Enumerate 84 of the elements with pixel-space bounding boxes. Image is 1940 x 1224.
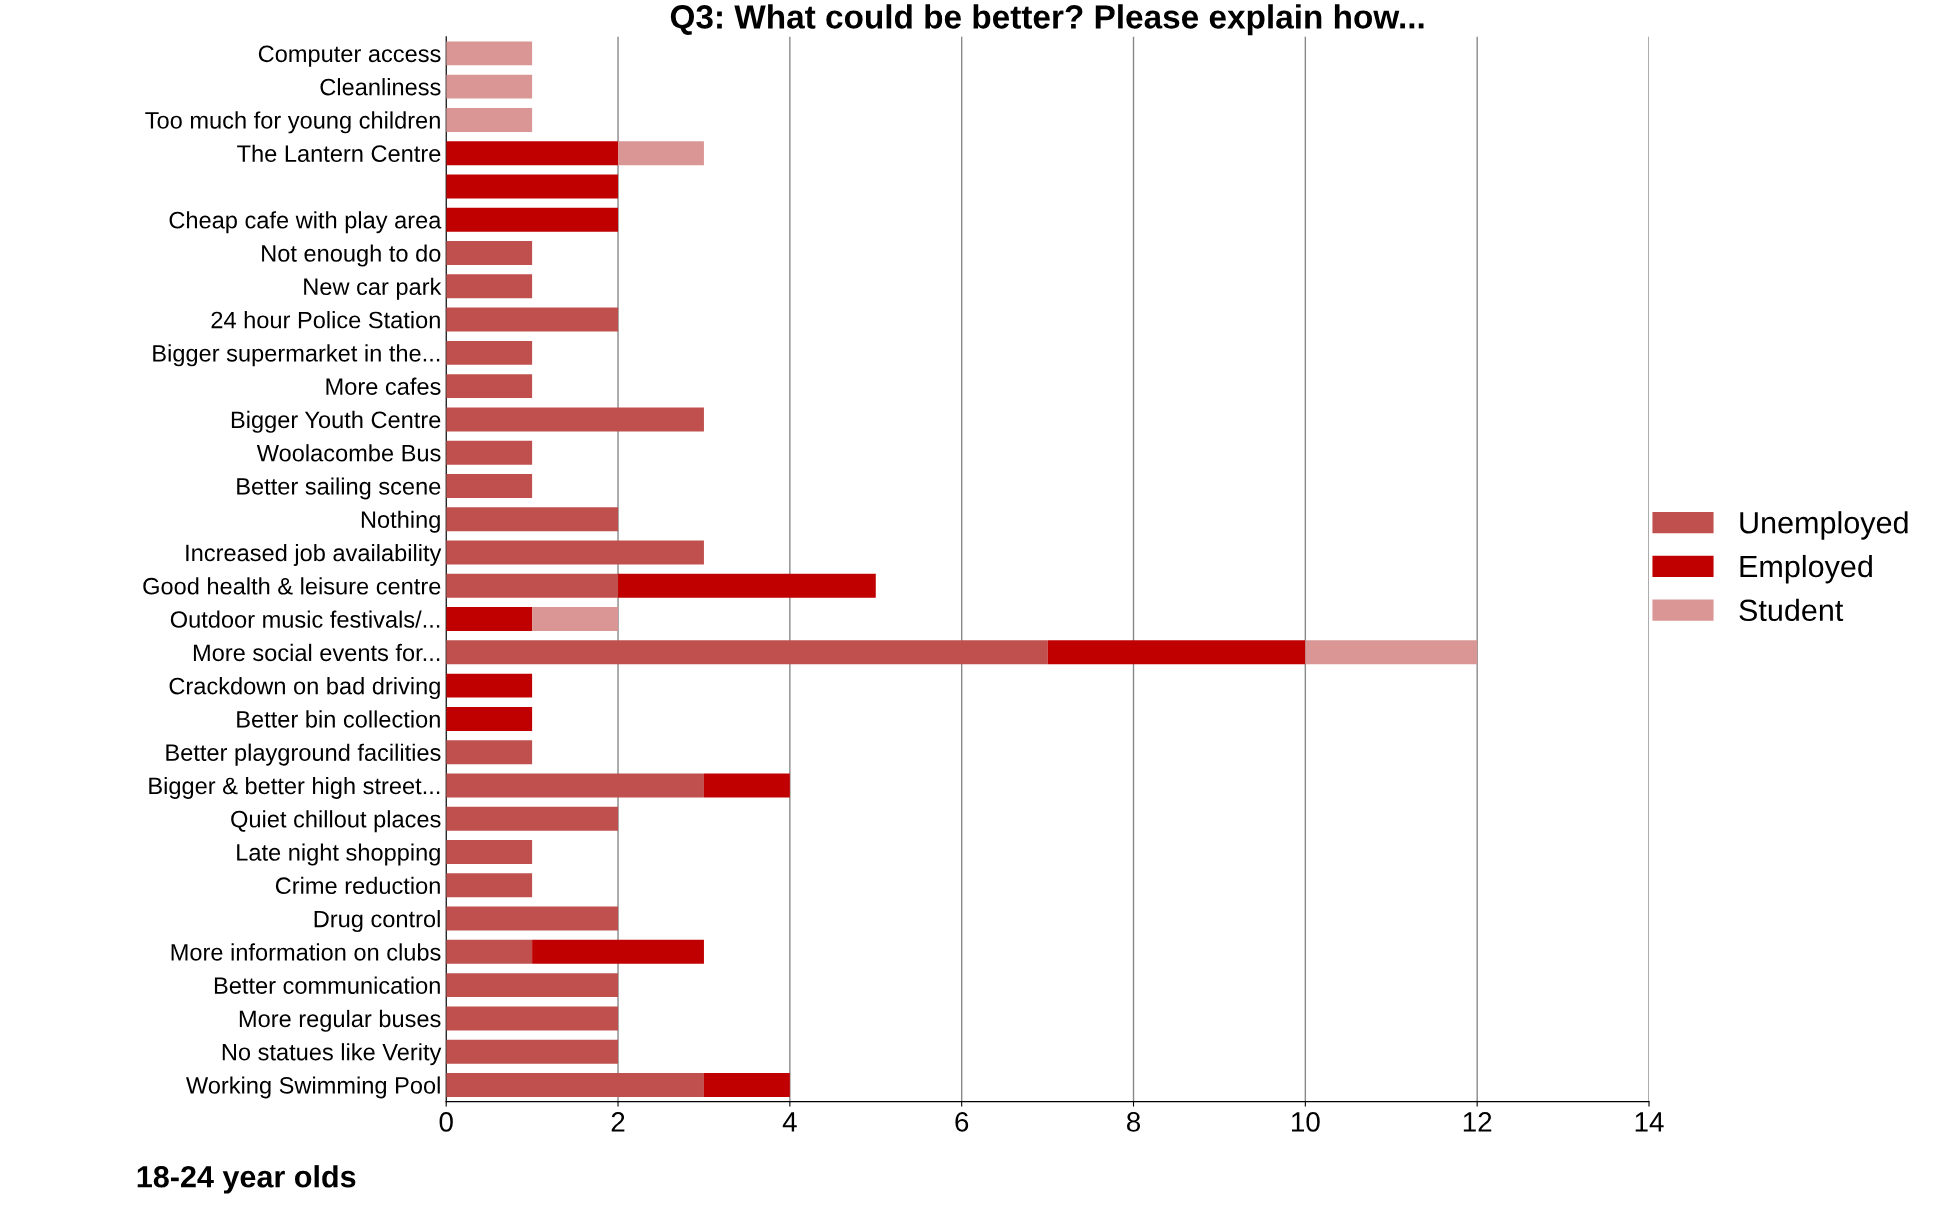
y-tick-label: Better sailing scene xyxy=(237,477,441,500)
bar xyxy=(446,573,619,598)
bar xyxy=(1305,640,1478,665)
y-tick-label: Computer access xyxy=(258,45,441,67)
bar xyxy=(618,573,876,598)
y-tick-label: More information on clubs xyxy=(171,943,441,961)
bar xyxy=(446,307,619,332)
bar xyxy=(446,939,533,964)
bar xyxy=(1047,640,1306,665)
bar xyxy=(446,906,619,931)
x-tick-label: 6 xyxy=(955,1112,969,1132)
y-tick-label: Crackdown on bad driving xyxy=(169,677,440,700)
bar xyxy=(446,440,533,465)
y-tick-label: Working Swimming Pool xyxy=(186,1076,440,1099)
bar xyxy=(446,640,1048,665)
y-tick-label: Increased job availability xyxy=(186,543,442,566)
y-tick-label: Drug control xyxy=(314,910,440,933)
bar xyxy=(703,1072,790,1097)
bar xyxy=(446,207,619,232)
bar xyxy=(446,507,619,532)
bar xyxy=(446,340,533,365)
bar xyxy=(446,473,533,498)
bar xyxy=(446,374,533,399)
y-tick-label: More regular buses xyxy=(239,1009,441,1032)
y-tick-label: Quiet chillout places xyxy=(231,810,441,833)
y-tick-label: No statues like Verity xyxy=(222,1043,442,1066)
bar xyxy=(446,141,619,166)
bar xyxy=(446,1039,619,1064)
y-tick-label: Bigger Youth Centre xyxy=(231,410,441,433)
bar xyxy=(446,540,704,565)
legend-label: Student xyxy=(1739,598,1844,622)
y-tick-label: The Lantern Centre xyxy=(237,144,441,162)
y-tick-label: Nothing xyxy=(361,510,440,533)
bar xyxy=(446,706,533,731)
legend-label: Unemployed xyxy=(1740,511,1908,540)
bar xyxy=(446,274,533,299)
x-tick-label: 14 xyxy=(1635,1112,1664,1132)
x-tick-label: 12 xyxy=(1463,1112,1492,1132)
bar xyxy=(446,607,533,632)
bar xyxy=(446,806,619,831)
bar xyxy=(618,141,704,166)
bar xyxy=(532,607,619,632)
y-tick-label: Outdoor music festivals/... xyxy=(170,610,440,628)
bar xyxy=(446,407,704,432)
bar xyxy=(703,773,790,798)
y-tick-label: Better playground facilities xyxy=(166,743,441,766)
x-tick-label: 8 xyxy=(1127,1112,1141,1132)
y-tick-label: Better bin collection xyxy=(237,710,440,728)
bar xyxy=(446,1006,619,1031)
x-tick-label: 0 xyxy=(439,1112,453,1132)
y-tick-label: Better communication xyxy=(214,976,440,994)
y-tick-label: Too much for young children xyxy=(145,111,440,134)
bar xyxy=(446,107,533,132)
bar xyxy=(446,241,533,265)
y-tick-label: 24 hour Police Station xyxy=(211,311,440,329)
bar xyxy=(446,41,533,66)
bar xyxy=(446,174,619,199)
x-tick-label: 2 xyxy=(611,1112,625,1132)
bar xyxy=(446,1072,704,1097)
y-tick-label: Late night shopping xyxy=(237,843,440,866)
y-tick-label: Not enough to do xyxy=(262,244,441,267)
chart-title: Q3: What could be better? Please explain how... xyxy=(670,4,1424,36)
y-tick-label: Woolacombe Bus xyxy=(256,444,441,462)
legend-label: Employed xyxy=(1740,554,1872,584)
y-tick-label: New car park xyxy=(304,277,442,300)
y-tick-label: Cleanliness xyxy=(320,78,441,96)
x-tick-label: 4 xyxy=(782,1112,797,1132)
y-tick-label: Cheap cafe with play area xyxy=(169,211,442,234)
y-tick-label: Bigger supermarket in the... xyxy=(153,344,440,367)
bar xyxy=(446,673,533,698)
bar xyxy=(446,840,533,864)
y-tick-label: More social events for... xyxy=(193,643,440,662)
bar xyxy=(446,773,704,798)
text: 18-24 year olds xyxy=(137,1165,356,1194)
bar xyxy=(446,873,533,898)
y-tick-label: Crime reduction xyxy=(275,876,440,895)
x-tick-label: 10 xyxy=(1292,1112,1320,1132)
bar xyxy=(532,939,704,964)
bar xyxy=(446,973,619,998)
bar xyxy=(446,74,533,99)
y-tick-label: Good health & leisure centre xyxy=(143,577,441,595)
y-tick-label: More cafes xyxy=(326,377,441,395)
bar xyxy=(446,740,533,765)
y-tick-label: Bigger & better high street... xyxy=(149,776,440,799)
